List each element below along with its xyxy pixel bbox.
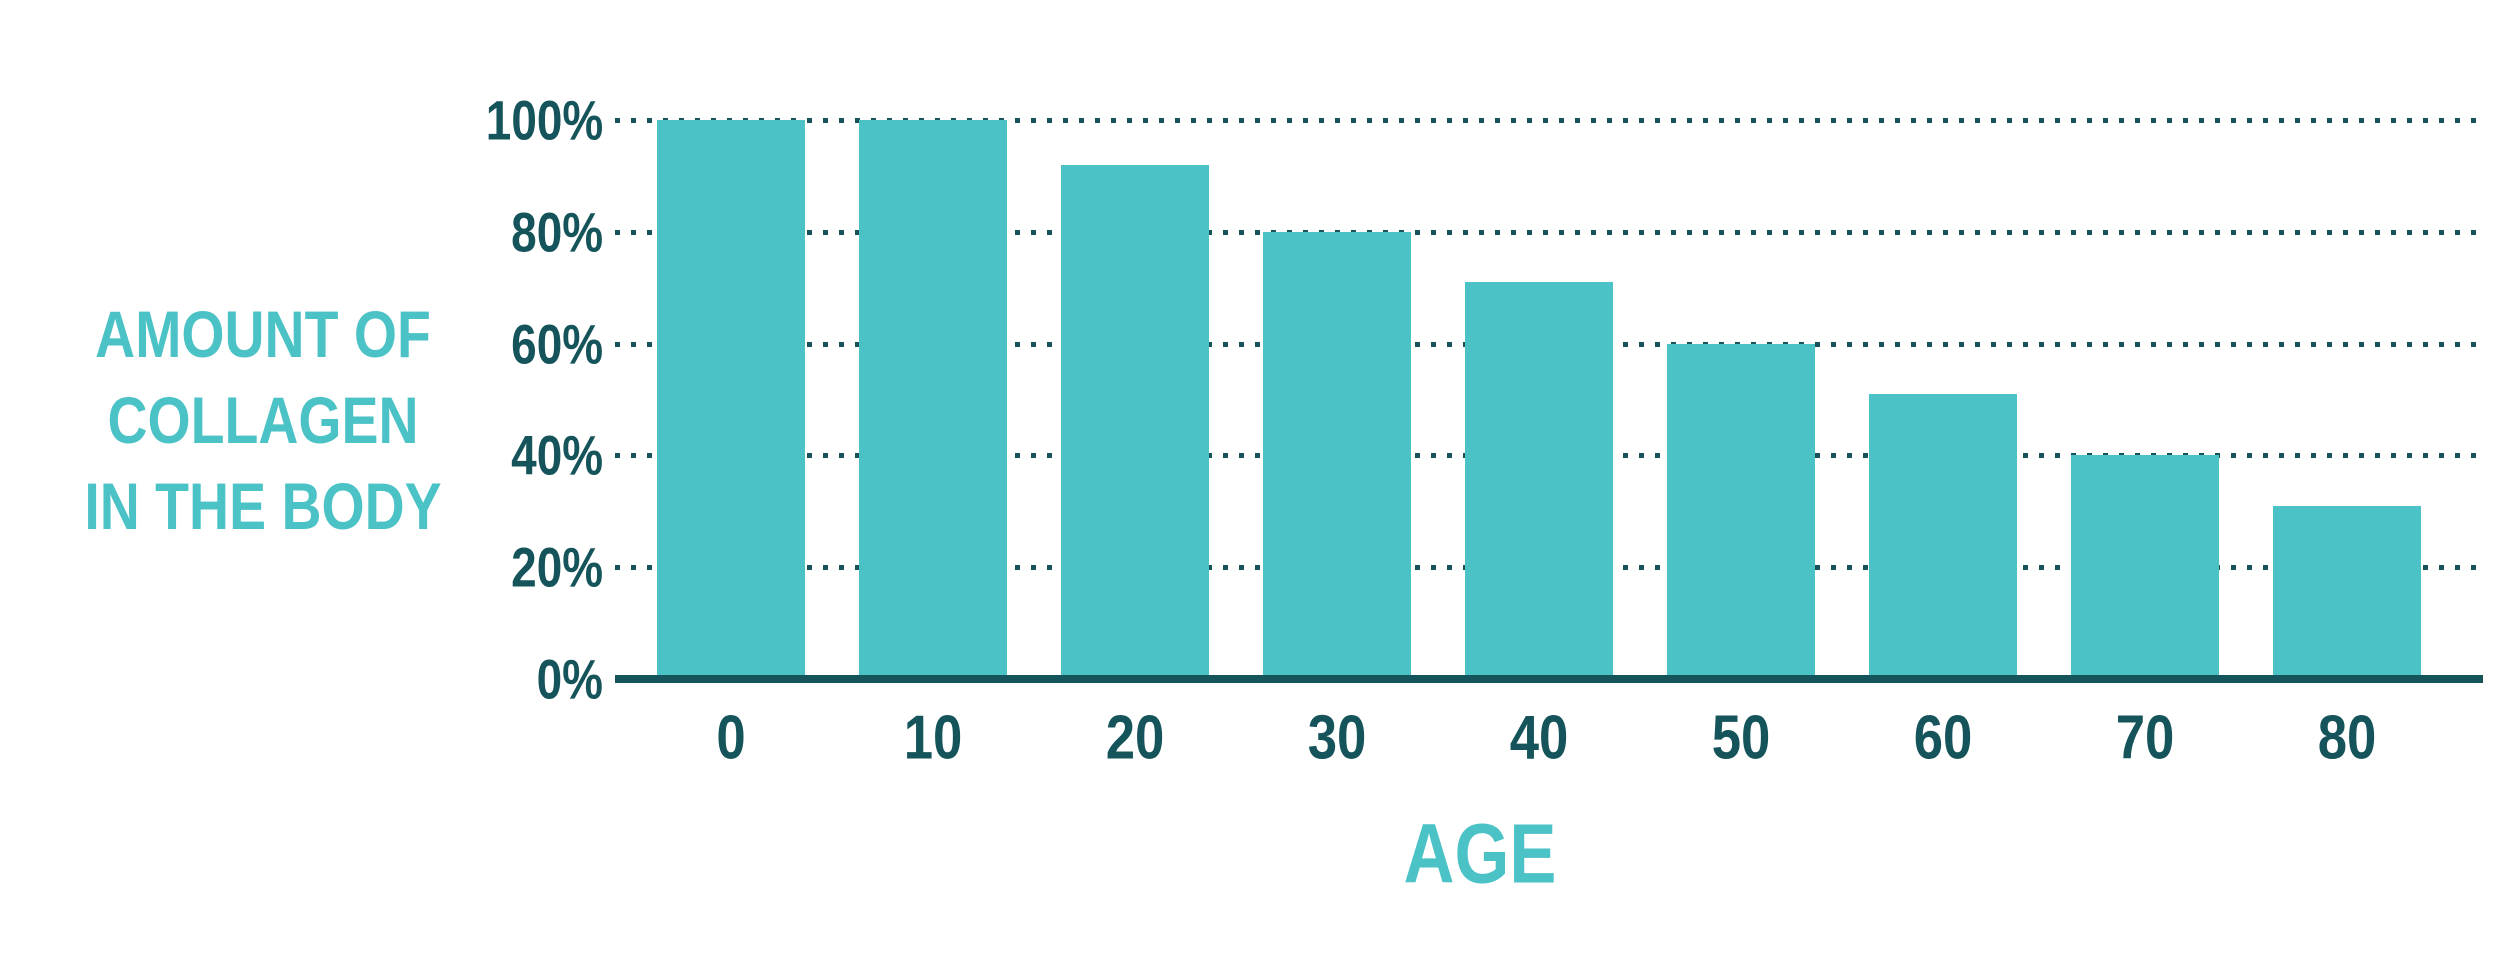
- y-tick-label-40: 40%: [511, 423, 603, 487]
- bar-age-40: [1465, 282, 1613, 679]
- x-tick-label-40: 40: [1509, 703, 1569, 773]
- bar-age-70: [2071, 455, 2219, 679]
- y-tick-label-60: 60%: [511, 312, 603, 376]
- y-tick-label-80: 80%: [511, 200, 603, 264]
- x-tick-label-80: 80: [2317, 703, 2377, 773]
- x-axis-title: AGE: [1403, 806, 1557, 901]
- x-tick-label-50: 50: [1711, 703, 1771, 773]
- bar-age-50: [1667, 344, 1815, 679]
- y-tick-label-0: 0%: [536, 647, 603, 711]
- bar-age-80: [2273, 506, 2421, 679]
- gridline-80: [615, 229, 2483, 235]
- x-tick-label-60: 60: [1913, 703, 1973, 773]
- bar-age-20: [1061, 165, 1209, 679]
- x-tick-label-0: 0: [716, 703, 746, 773]
- chart-title-line-2: COLLAGEN: [107, 383, 419, 457]
- x-axis-line: [615, 675, 2483, 683]
- chart-title-line-3: IN THE BODY: [84, 469, 442, 543]
- x-tick-label-30: 30: [1307, 703, 1367, 773]
- bar-age-0: [657, 120, 805, 679]
- y-tick-label-100: 100%: [485, 88, 603, 152]
- x-tick-label-20: 20: [1105, 703, 1165, 773]
- chart-title-line-1: AMOUNT OF: [95, 297, 431, 371]
- x-tick-label-10: 10: [903, 703, 963, 773]
- y-tick-label-20: 20%: [511, 535, 603, 599]
- bar-age-60: [1869, 394, 2017, 679]
- chart-title: AMOUNT OF COLLAGEN IN THE BODY: [61, 291, 464, 549]
- bar-age-30: [1263, 232, 1411, 679]
- bar-age-10: [859, 120, 1007, 679]
- x-tick-label-70: 70: [2115, 703, 2175, 773]
- gridline-100: [615, 118, 2483, 123]
